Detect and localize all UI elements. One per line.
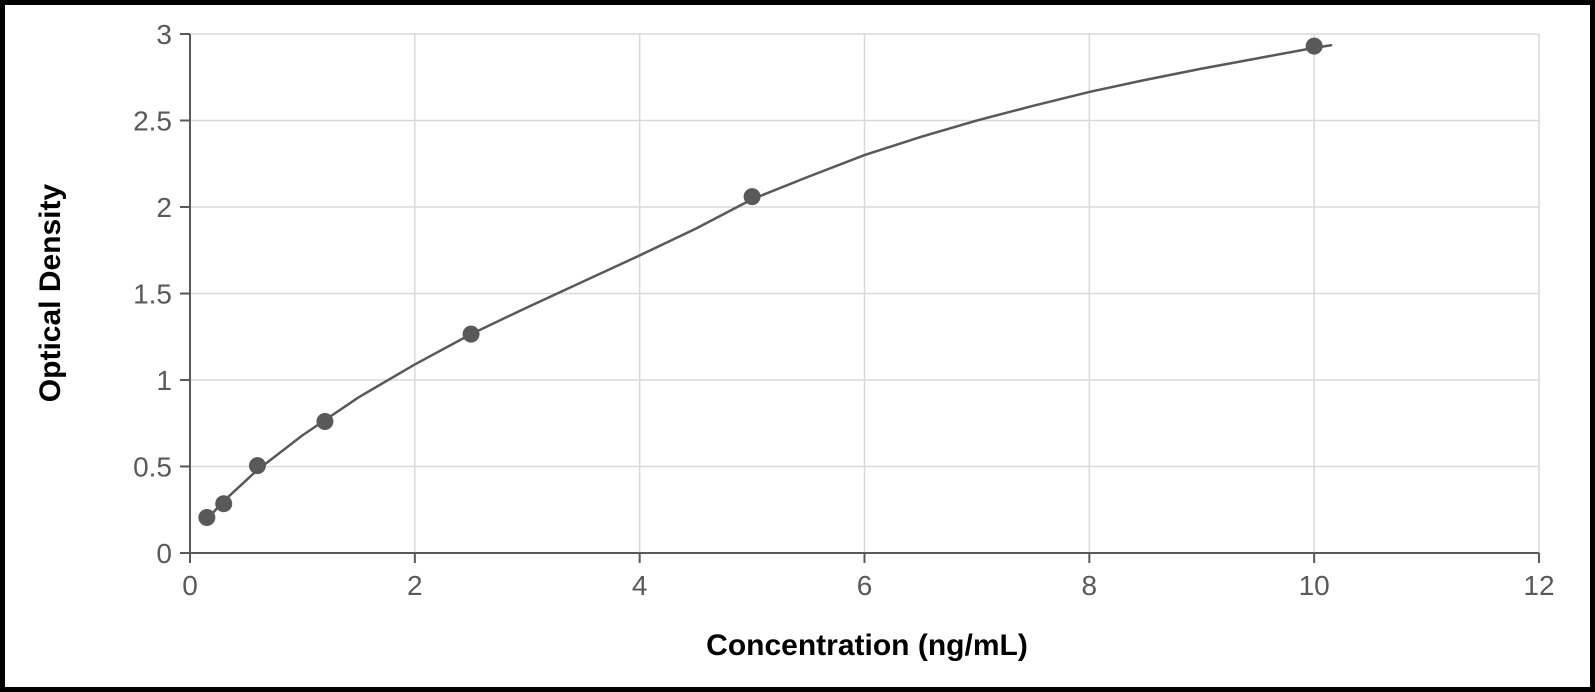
y-tick-label: 3 (156, 19, 172, 50)
data-point (744, 188, 761, 205)
data-point (249, 457, 266, 474)
x-tick-label: 10 (1299, 570, 1330, 601)
x-tick-label: 6 (857, 570, 873, 601)
y-tick-label: 2.5 (133, 105, 172, 136)
y-tick-label: 0 (156, 538, 172, 569)
data-point (316, 413, 333, 430)
x-tick-label: 12 (1523, 570, 1554, 601)
chart-frame: 0 2 4 6 8 10 12 0 0.5 1 1.5 2 2.5 3 Concentration (ng/… (0, 0, 1595, 692)
data-point (198, 509, 215, 526)
y-axis-label: Optical Density (34, 183, 67, 402)
x-tick-label: 4 (632, 570, 648, 601)
y-tick-label: 1 (156, 365, 172, 396)
y-tick-label: 2 (156, 192, 172, 223)
x-tick-label: 0 (182, 570, 198, 601)
data-point (215, 495, 232, 512)
y-tick-label: 0.5 (133, 451, 172, 482)
x-tick-label: 2 (407, 570, 423, 601)
y-tick-label: 1.5 (133, 278, 172, 309)
chart-svg: 0 2 4 6 8 10 12 0 0.5 1 1.5 2 2.5 3 Concentration (ng/… (5, 5, 1590, 687)
x-tick-label: 8 (1082, 570, 1098, 601)
x-axis-label: Concentration (ng/mL) (706, 629, 1028, 662)
data-point (463, 326, 480, 343)
data-point (1306, 38, 1323, 55)
